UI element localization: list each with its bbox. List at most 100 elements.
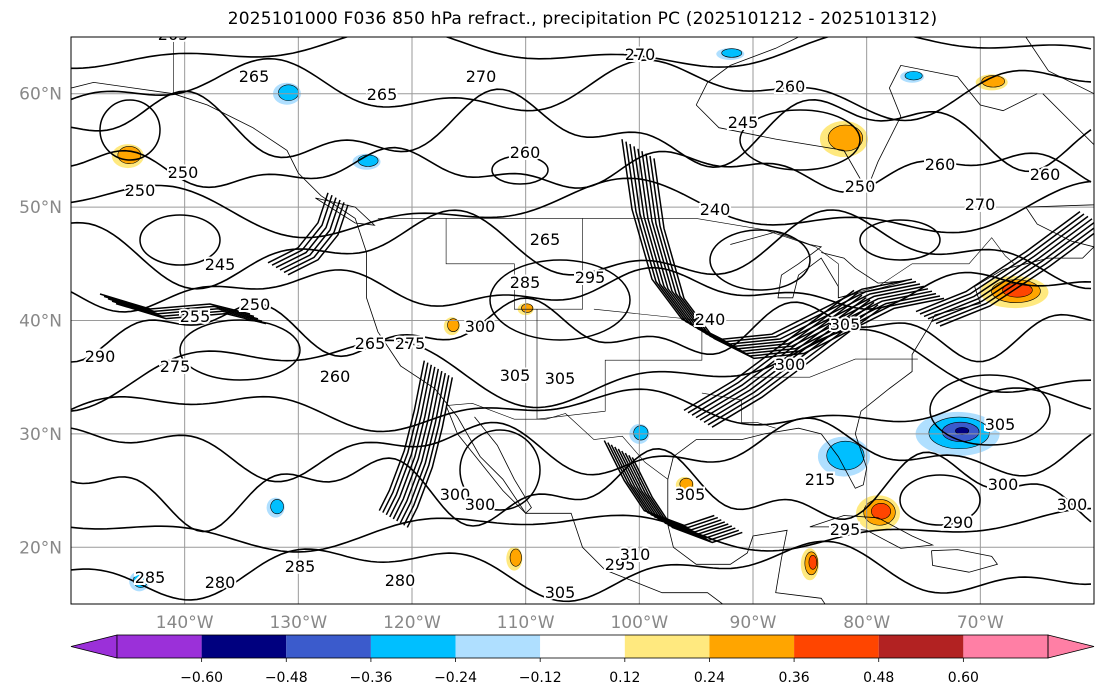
contour-label: 295 (830, 520, 861, 539)
contour-label: 305 (545, 583, 576, 602)
contour (399, 372, 447, 524)
contour (99, 99, 161, 161)
contour (279, 199, 341, 271)
contour-label: 250 (125, 181, 156, 200)
colorbar-tick-label: −0.24 (434, 670, 477, 686)
contour-label: 285 (285, 557, 316, 576)
coastline (315, 197, 376, 226)
contour (99, 293, 251, 315)
contour (739, 109, 861, 171)
contour (919, 213, 1085, 315)
coastline (695, 64, 1038, 192)
contour-label: 295 (575, 268, 606, 287)
precip-cell (904, 71, 923, 81)
colorbar-tick-labels: −0.60 −0.48 −0.36 −0.24 −0.12 0.12 0.24 0.36 0.4… (180, 658, 979, 686)
colorbar-extend-low (70, 634, 118, 659)
contour-label: 260 (510, 143, 541, 162)
precip-cell (270, 499, 284, 515)
contour (687, 292, 859, 414)
contour-label: 260 (925, 155, 956, 174)
contour (939, 232, 1094, 327)
contour-label: 265 (367, 85, 398, 104)
precip-cell (509, 548, 522, 567)
contour (71, 57, 1092, 122)
contour (139, 214, 221, 266)
contour (287, 204, 349, 276)
lat-label: 40°N (19, 312, 62, 332)
border (377, 218, 1015, 299)
lon-label: 100°W (610, 613, 668, 633)
contour (115, 302, 267, 325)
precip-cell (521, 303, 534, 313)
contour (271, 194, 333, 266)
lon-label: 80°W (843, 613, 890, 633)
contour-label: 300 (775, 355, 806, 374)
contour (378, 360, 426, 511)
contour (699, 299, 871, 421)
colorbar-extend-high (1047, 634, 1095, 659)
contour (935, 227, 1094, 325)
contour (624, 452, 736, 539)
contour (71, 37, 1092, 70)
colorbar-segment (963, 635, 1048, 658)
colorbar-segment (201, 635, 287, 658)
contour-label: 270 (466, 67, 497, 86)
coastline (695, 37, 799, 106)
contour-label: 285 (510, 273, 541, 292)
colorbar-segment (794, 635, 879, 658)
coastline (730, 231, 907, 299)
contour (179, 319, 301, 381)
colorbar-tick-label: −0.36 (349, 670, 392, 686)
contour (71, 417, 1092, 483)
coastline (445, 405, 532, 514)
contour (71, 88, 1092, 173)
contour-label: 290 (85, 347, 116, 366)
contour (103, 295, 255, 318)
coastlines (71, 37, 1094, 604)
colorbar-tick-label: −0.60 (180, 670, 223, 686)
contour (389, 366, 436, 518)
contour (603, 440, 715, 527)
contour (711, 306, 883, 428)
contour (683, 289, 855, 412)
lon-label: 130°W (269, 613, 327, 633)
contour-label: 215 (805, 470, 836, 489)
precip-cell (808, 554, 818, 570)
contour-label: 305 (985, 415, 1016, 434)
contour-label: 265 (158, 25, 189, 44)
contour (923, 215, 1089, 318)
contour-label: 250 (845, 177, 876, 196)
colorbar-tick-label: 0.48 (863, 670, 894, 686)
precip-cell (827, 124, 864, 152)
contour-label: 275 (395, 334, 426, 353)
contour (71, 146, 1092, 194)
contour (71, 387, 1092, 433)
coastline (1025, 37, 1094, 95)
contour-label: 265 (239, 67, 270, 86)
lat-label: 60°N (19, 85, 62, 105)
latitude-labels: 60°N 50°N 40°N 30°N 20°N (19, 85, 62, 559)
contour (703, 301, 875, 424)
contour-label: 280 (385, 571, 416, 590)
contour-label: 245 (205, 255, 236, 274)
contour-label: 250 (240, 295, 271, 314)
contour (382, 362, 429, 513)
contour-label: 305 (830, 315, 861, 334)
colorbar-segment (540, 635, 625, 658)
contour-label: 265 (530, 230, 561, 249)
contour-label: 305 (500, 366, 531, 385)
contour-label: 305 (675, 485, 706, 504)
contour-label: 300 (465, 317, 496, 336)
contour (931, 221, 1094, 322)
contour-label: 265 (355, 334, 386, 353)
contour (71, 177, 1092, 239)
contour (403, 375, 450, 526)
contour-label: 285 (135, 568, 166, 587)
precip-cell (633, 425, 649, 441)
contour-label: 305 (545, 369, 576, 388)
colorbar-segment (370, 635, 456, 658)
contour (691, 294, 863, 416)
contour-label: 310 (620, 545, 651, 564)
contour-label: 260 (320, 367, 351, 386)
